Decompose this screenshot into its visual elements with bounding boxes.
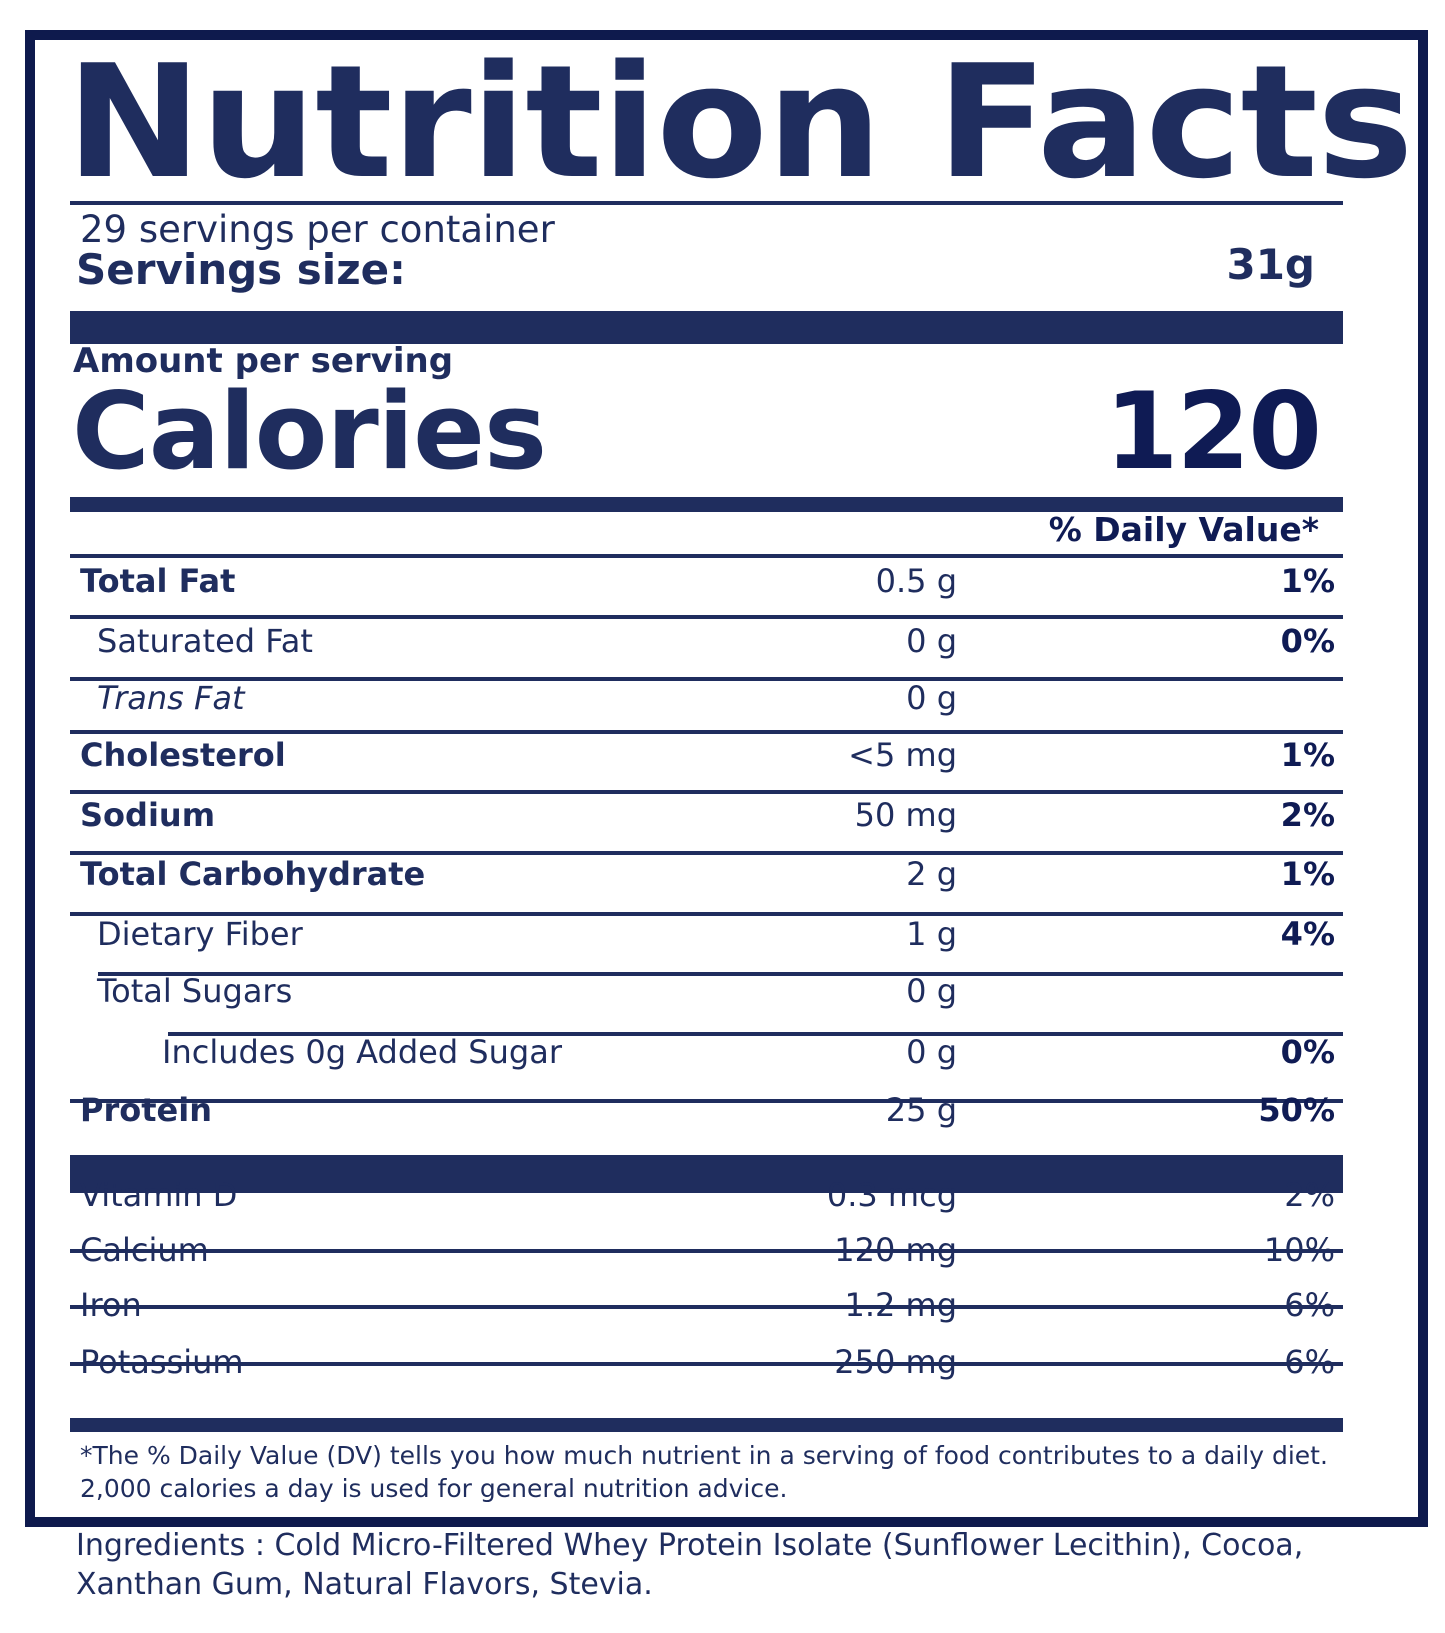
row-divider xyxy=(70,1305,1343,1309)
thick-divider-vitamins xyxy=(70,1155,1343,1193)
nutrient-amount: 0 g xyxy=(906,972,957,1010)
nutrient-name: Cholesterol xyxy=(80,736,286,774)
nutrient-dv: 1% xyxy=(1280,855,1335,893)
nutrient-name: Saturated Fat xyxy=(97,622,313,660)
vitamin-dv: 2% xyxy=(1284,1176,1335,1214)
nutrient-amount: 1 g xyxy=(906,915,957,953)
serving-size-value: 31g xyxy=(1226,240,1315,289)
row-divider xyxy=(70,851,1343,855)
nutrient-amount: 0 g xyxy=(906,622,957,660)
nutrient-amount: 0.5 g xyxy=(875,562,957,600)
row-divider xyxy=(70,730,1343,734)
vitamin-dv: 10% xyxy=(1263,1231,1335,1269)
nutrient-dv: 4% xyxy=(1280,915,1335,953)
calories-value: 120 xyxy=(1104,370,1322,493)
row-divider xyxy=(70,1362,1343,1366)
vitamin-name: Potassium xyxy=(80,1343,244,1381)
ingredients-list: Ingredients : Cold Micro-Filtered Whey P… xyxy=(76,1528,1304,1602)
nutrient-name: Protein xyxy=(80,1091,212,1129)
vitamin-amount: 0.3 mcg xyxy=(826,1176,957,1214)
vitamin-name: Calcium xyxy=(80,1231,209,1269)
serving-size-label: Servings size: xyxy=(76,245,406,294)
nutrient-amount: 0 g xyxy=(906,679,957,717)
nutrient-amount: 50 mg xyxy=(854,796,957,834)
vitamin-amount: 120 mg xyxy=(834,1231,957,1269)
calories-divider xyxy=(70,497,1343,512)
nutrient-dv: 50% xyxy=(1258,1091,1335,1129)
title-divider xyxy=(70,201,1343,205)
row-divider xyxy=(70,615,1343,619)
row-divider xyxy=(70,790,1343,794)
nutrient-amount: 2 g xyxy=(906,855,957,893)
row-divider xyxy=(70,554,1343,558)
nutrient-dv: 0% xyxy=(1280,622,1335,660)
row-divider xyxy=(70,912,1343,916)
vitamin-name: Vitamin D xyxy=(80,1176,238,1214)
row-divider xyxy=(70,1099,1343,1103)
vitamin-amount: 250 mg xyxy=(834,1343,957,1381)
thick-divider-top xyxy=(70,311,1343,344)
nutrient-amount: 25 g xyxy=(885,1091,957,1129)
nutrient-dv: 1% xyxy=(1280,562,1335,600)
amount-per-serving: Amount per serving xyxy=(73,341,454,381)
vitamin-name: Iron xyxy=(80,1286,142,1324)
calories-label: Calories xyxy=(72,370,547,493)
vitamin-dv: 6% xyxy=(1284,1343,1335,1381)
nutrient-dv: 0% xyxy=(1280,1033,1335,1071)
label-title: Nutrition Facts xyxy=(66,31,1414,213)
nutrient-name: Total Sugars xyxy=(97,972,293,1010)
nutrient-dv: 2% xyxy=(1280,796,1335,834)
nutrient-name: Dietary Fiber xyxy=(97,915,303,953)
nutrient-name: Sodium xyxy=(80,796,216,834)
nutrient-amount: 0 g xyxy=(906,1033,957,1071)
label-border xyxy=(25,30,1428,1527)
vitamin-amount: 1.2 mg xyxy=(844,1286,957,1324)
row-divider xyxy=(70,1249,1343,1253)
row-divider-indented xyxy=(98,972,1343,976)
nutrient-name: Trans Fat xyxy=(97,679,245,717)
nutrient-amount: <5 mg xyxy=(848,736,957,774)
servings-per-container: 29 servings per container xyxy=(80,208,555,251)
row-divider-indented-2 xyxy=(168,1032,1343,1036)
nutrient-name: Includes 0g Added Sugar xyxy=(162,1033,562,1071)
nutrient-name: Total Fat xyxy=(80,562,236,600)
vitamin-dv: 6% xyxy=(1284,1286,1335,1324)
daily-value-header: % Daily Value* xyxy=(1048,510,1319,549)
row-divider xyxy=(70,677,1343,681)
nutrient-dv: 1% xyxy=(1280,736,1335,774)
thick-divider-bottom xyxy=(70,1418,1343,1432)
nutrient-name: Total Carbohydrate xyxy=(80,855,426,893)
daily-value-footnote: *The % Daily Value (DV) tells you how mu… xyxy=(80,1441,1328,1503)
